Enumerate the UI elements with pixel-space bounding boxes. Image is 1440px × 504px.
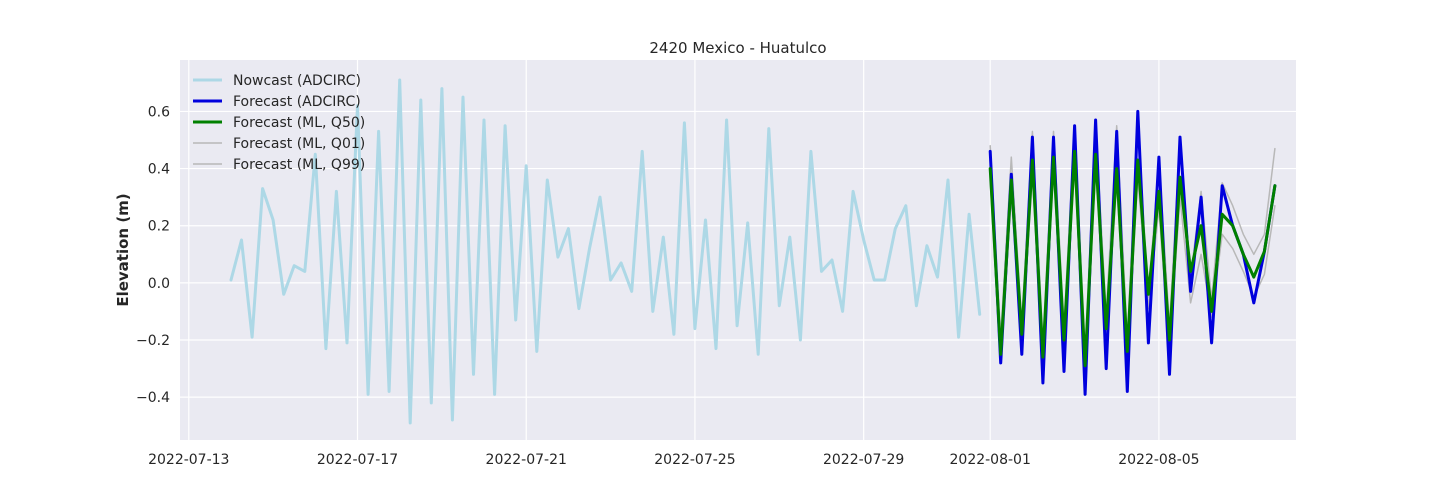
y-tick-label: 0.0: [148, 276, 170, 292]
y-tick-labels: −0.4 −0.2 0.0 0.2 0.4 0.6: [136, 104, 170, 406]
y-tick-label: 0.6: [148, 104, 170, 120]
x-tick-label: 2022-07-21: [486, 452, 567, 468]
legend-label: Nowcast (ADCIRC): [233, 73, 361, 89]
y-tick-label: −0.2: [136, 333, 170, 349]
y-tick-label: −0.4: [136, 390, 170, 406]
series-layer: [229, 78, 1277, 425]
legend-label: Forecast (ML, Q01): [233, 136, 365, 152]
chart-title: 2420 Mexico - Huatulco: [649, 39, 826, 57]
x-tick-label: 2022-08-01: [950, 452, 1031, 468]
y-axis-label: Elevation (m): [114, 193, 132, 306]
legend-label: Forecast (ML, Q99): [233, 157, 365, 173]
x-tick-label: 2022-07-13: [148, 452, 229, 468]
x-tick-labels: 2022-07-13 2022-07-17 2022-07-21 2022-07-25…: [148, 452, 1200, 468]
x-tick-label: 2022-07-29: [823, 452, 904, 468]
series-line-forecast-ml-q50: [988, 149, 1277, 368]
legend: Nowcast (ADCIRC) Forecast (ADCIRC) Forecas…: [193, 73, 365, 173]
legend-label: Forecast (ML, Q50): [233, 115, 365, 131]
x-tick-label: 2022-07-25: [654, 452, 735, 468]
y-tick-label: 0.4: [148, 162, 170, 178]
series-line-nowcast-adcirc: [229, 78, 982, 425]
x-tick-label: 2022-08-05: [1118, 452, 1199, 468]
x-tick-label: 2022-07-17: [317, 452, 398, 468]
legend-label: Forecast (ADCIRC): [233, 94, 361, 110]
y-tick-label: 0.2: [148, 219, 170, 235]
